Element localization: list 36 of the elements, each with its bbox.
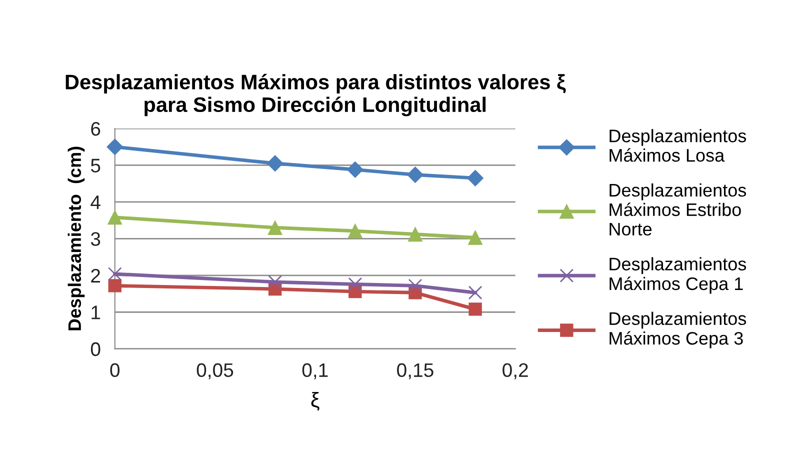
- point: [268, 275, 282, 289]
- point: [348, 224, 362, 238]
- point: [408, 226, 423, 242]
- x-tick-label: 0,05: [196, 363, 234, 380]
- y-tick-label: 5: [90, 158, 100, 172]
- point: [467, 170, 484, 186]
- legend-label: Desplazamientos Máximos Losa: [610, 129, 746, 162]
- legend-label: Desplazamientos Máximos Estribo Norte: [610, 183, 746, 236]
- legend-label: Desplazamientos Máximos Cepa 1: [610, 257, 746, 294]
- point: [266, 155, 284, 172]
- point: [348, 277, 362, 292]
- x-axis-title: ξ: [311, 392, 320, 411]
- y-tick-label: 4: [90, 196, 100, 210]
- x-tick-label: 0,1: [302, 363, 328, 380]
- point: [407, 166, 424, 183]
- legend-label: Desplazamientos Máximos Cepa 3: [610, 312, 746, 348]
- point: [468, 302, 482, 316]
- y-tick-label: 1: [92, 306, 100, 320]
- y-tick-label: 6: [91, 122, 100, 136]
- point: [468, 286, 482, 300]
- point: [106, 138, 124, 156]
- point: [408, 278, 422, 293]
- y-tick-label: 0: [90, 342, 100, 356]
- chart-title: Desplazamientos Máximos para distintos valores ξ para Sismo Dirección Longitudinal: [66, 74, 566, 116]
- point: [108, 279, 122, 292]
- x-tick-label: 0,15: [397, 363, 434, 380]
- point: [108, 266, 122, 281]
- point: [468, 230, 483, 245]
- point: [268, 220, 282, 235]
- y-tick-label: 3: [90, 232, 100, 246]
- x-tick-label: 0,2: [502, 363, 528, 380]
- point: [346, 161, 364, 178]
- y-axis-title: Desplazamiento (cm): [68, 146, 85, 330]
- y-tick-label: 2: [91, 268, 100, 282]
- x-tick-label: 0: [110, 363, 120, 378]
- point: [108, 210, 122, 225]
